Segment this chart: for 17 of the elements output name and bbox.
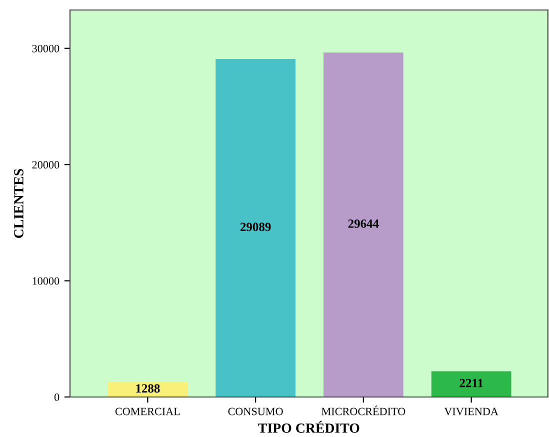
y-tick-label: 20000 <box>32 161 60 169</box>
x-tick-label: MICROCRÉDITO <box>322 406 406 416</box>
y-axis-title: CLIENTES <box>14 168 24 238</box>
y-tick-label: 0 <box>54 393 60 401</box>
bar <box>324 52 404 397</box>
data-label: 29644 <box>348 219 379 228</box>
bar <box>216 58 296 397</box>
y-tick-label: 30000 <box>32 44 60 52</box>
x-tick-label: COMERCIAL <box>115 408 180 416</box>
bar <box>431 371 512 397</box>
data-label: 1288 <box>136 384 160 393</box>
y-tick-label: 10000 <box>32 277 60 285</box>
x-axis-title: TIPO CRÉDITO <box>258 420 360 433</box>
x-tick-label: VIVIENDA <box>444 408 498 416</box>
data-label: 29089 <box>240 222 271 232</box>
data-label: 2211 <box>460 378 483 388</box>
x-tick-label: CONSUMO <box>228 408 283 416</box>
